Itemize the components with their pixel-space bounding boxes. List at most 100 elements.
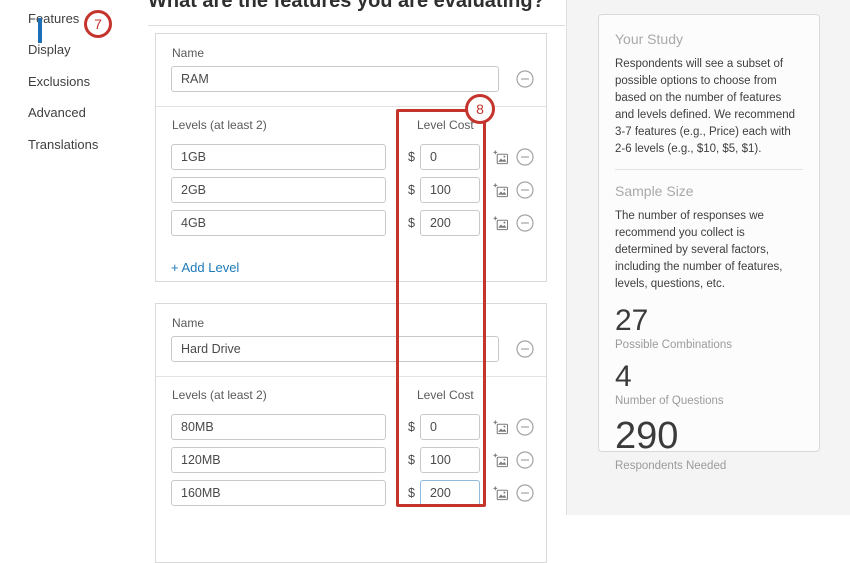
add-image-button[interactable] [493, 149, 509, 165]
level-name-input[interactable] [171, 480, 386, 506]
add-image-button[interactable] [493, 419, 509, 435]
stat-possible-combinations: 27 Possible Combinations [615, 304, 803, 351]
levels-label: Levels (at least 2) [172, 118, 267, 132]
currency-symbol: $ [408, 453, 415, 467]
sample-size-text: The number of responses we recommend you… [615, 210, 783, 291]
add-image-icon [493, 485, 509, 500]
remove-level-button[interactable] [516, 148, 534, 166]
sidebar-item-advanced[interactable]: Advanced [28, 105, 86, 120]
currency-symbol: $ [408, 216, 415, 230]
levels-list: $ [171, 414, 536, 513]
stat-label: Respondents Needed [615, 459, 727, 472]
level-cost-label: Level Cost [417, 388, 474, 402]
add-image-icon [493, 182, 509, 197]
study-info-card: Your Study Respondents will see a subset… [598, 14, 820, 472]
level-row: $ [171, 210, 536, 236]
add-image-icon [493, 215, 509, 230]
level-row: $ [171, 144, 536, 170]
level-cost-input[interactable] [419, 177, 480, 203]
sidebar: Features Display Exclusions Advanced Tra… [0, 0, 150, 515]
level-row: $ [171, 480, 536, 506]
level-row: $ [171, 447, 536, 473]
sidebar-item-label: Features [28, 11, 80, 26]
sidebar-item-label: Translations [28, 137, 99, 152]
panel-divider [615, 169, 803, 171]
add-image-button[interactable] [493, 182, 509, 198]
stat-label: Number of Questions [615, 395, 724, 408]
add-image-button[interactable] [493, 485, 509, 501]
feature-name-input[interactable] [171, 336, 499, 362]
remove-level-button[interactable] [516, 484, 534, 502]
add-image-button[interactable] [493, 215, 509, 231]
remove-level-button[interactable] [516, 451, 534, 469]
add-image-icon [493, 452, 509, 467]
minus-circle-icon [516, 70, 534, 88]
title-divider [148, 25, 565, 26]
add-image-button[interactable] [493, 452, 509, 468]
sidebar-item-label: Exclusions [28, 74, 91, 89]
level-name-input[interactable] [171, 414, 386, 440]
levels-label: Levels (at least 2) [172, 388, 267, 402]
card-divider [156, 376, 546, 377]
level-cost-input[interactable] [419, 210, 480, 236]
stat-value: 27 [615, 304, 649, 338]
stat-value: 4 [615, 360, 632, 394]
level-cost-input[interactable] [419, 480, 480, 506]
level-name-input[interactable] [171, 177, 386, 203]
sidebar-item-label: Advanced [28, 105, 86, 120]
active-tab-indicator [38, 18, 42, 43]
minus-circle-icon [516, 214, 534, 232]
level-cost-input[interactable] [419, 447, 480, 473]
your-study-text: Respondents will see a subset of possibl… [615, 58, 796, 156]
remove-level-button[interactable] [516, 418, 534, 436]
minus-circle-icon [516, 418, 534, 436]
level-row: $ [171, 414, 536, 440]
minus-circle-icon [516, 181, 534, 199]
minus-circle-icon [516, 451, 534, 469]
feature-card-ram: Name Levels (at least 2) Level Cost $ [155, 33, 547, 282]
minus-circle-icon [516, 340, 534, 358]
level-row: $ [171, 177, 536, 203]
remove-feature-button[interactable] [516, 340, 534, 358]
remove-level-button[interactable] [516, 181, 534, 199]
name-label: Name [172, 46, 205, 60]
currency-symbol: $ [408, 150, 415, 164]
feature-name-input[interactable] [171, 66, 499, 92]
minus-circle-icon [516, 148, 534, 166]
sidebar-item-features[interactable]: Features [28, 11, 80, 43]
level-cost-input[interactable] [419, 144, 480, 170]
stat-value: 290 [615, 415, 679, 458]
stat-label: Possible Combinations [615, 339, 732, 352]
add-level-link[interactable]: + Add Level [171, 260, 240, 275]
annotation-step-7-badge: 7 [84, 10, 112, 38]
sidebar-item-label: Display [28, 42, 71, 57]
currency-symbol: $ [408, 486, 415, 500]
card-divider [156, 106, 546, 107]
level-name-input[interactable] [171, 210, 386, 236]
stat-respondents-needed: 290 Respondents Needed [615, 415, 803, 472]
level-cost-input[interactable] [419, 414, 480, 440]
add-image-icon [493, 419, 509, 434]
sidebar-item-translations[interactable]: Translations [28, 137, 98, 152]
stat-number-of-questions: 4 Number of Questions [615, 360, 803, 407]
remove-level-button[interactable] [516, 214, 534, 232]
sample-size-heading: Sample Size [615, 183, 694, 200]
minus-circle-icon [516, 484, 534, 502]
level-cost-label: Level Cost [417, 118, 474, 132]
remove-feature-button[interactable] [516, 70, 534, 88]
add-image-icon [493, 149, 509, 164]
level-name-input[interactable] [171, 144, 386, 170]
currency-symbol: $ [408, 183, 415, 197]
your-study-heading: Your Study [615, 31, 683, 47]
currency-symbol: $ [408, 420, 415, 434]
info-panel-region: Your Study Respondents will see a subset… [566, 0, 850, 515]
sidebar-item-display[interactable]: Display [28, 42, 71, 57]
levels-list: $ [171, 144, 536, 277]
annotation-step-8-badge: 8 [465, 94, 495, 124]
sidebar-item-exclusions[interactable]: Exclusions [28, 74, 90, 89]
feature-card-hard-drive: Name Levels (at least 2) Level Cost $ [155, 303, 547, 563]
page-title: What are the features you are evaluating… [148, 0, 545, 12]
level-name-input[interactable] [171, 447, 386, 473]
name-label: Name [172, 316, 205, 330]
